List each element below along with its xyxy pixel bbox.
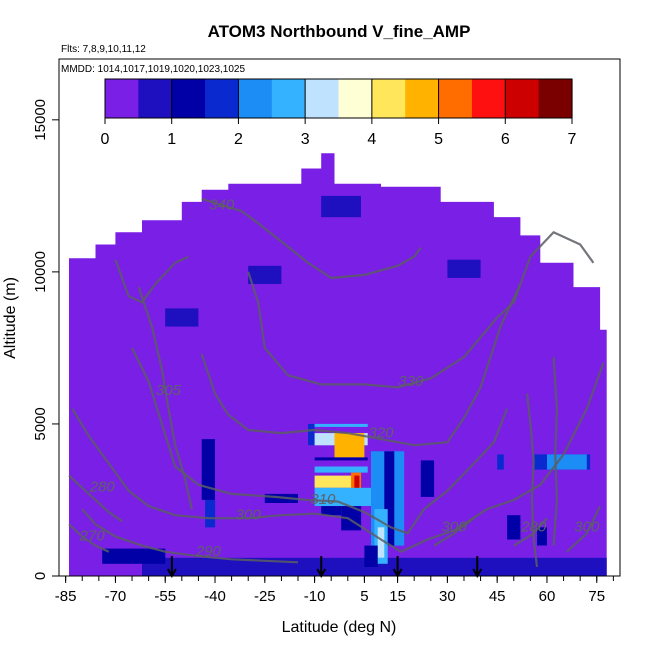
colorbar-segment bbox=[238, 79, 273, 118]
colorbar-segment bbox=[505, 79, 540, 118]
theta-contour bbox=[68, 523, 110, 553]
x-tick-label: -25 bbox=[254, 588, 276, 605]
colorbar-segment bbox=[471, 79, 506, 118]
heatmap-cell bbox=[547, 454, 587, 470]
contour-label: 300 bbox=[441, 519, 467, 536]
contour-label: 310 bbox=[310, 491, 336, 508]
colorbar-segment bbox=[171, 79, 206, 118]
colorbar-tick-label: 5 bbox=[434, 131, 443, 148]
heatmap-cell bbox=[334, 433, 365, 458]
colorbar-tick-label: 6 bbox=[501, 131, 510, 148]
heatmap-cell bbox=[201, 439, 215, 500]
heatmap-cell bbox=[447, 259, 481, 278]
x-tick-label: 75 bbox=[588, 588, 605, 605]
contour-label: 290 bbox=[195, 543, 222, 560]
contour-label: 300 bbox=[574, 519, 600, 536]
heatmap-cell bbox=[165, 308, 199, 327]
x-tick-label: -55 bbox=[154, 588, 176, 605]
colorbar-segment bbox=[138, 79, 173, 118]
colorbar-tick-label: 0 bbox=[101, 131, 110, 148]
contour-label: 320 bbox=[368, 425, 394, 442]
colorbar-segment bbox=[405, 79, 440, 118]
heatmap-cell bbox=[497, 454, 504, 470]
heatmap-cell bbox=[102, 548, 166, 564]
colorbar-segment bbox=[205, 79, 240, 118]
x-tick-label: -85 bbox=[55, 588, 77, 605]
colorbar-segment bbox=[438, 79, 473, 118]
x-axis-label: Latitude (deg N) bbox=[282, 619, 397, 636]
contour-label: 340 bbox=[209, 197, 235, 214]
x-axis: -85 -70 -55 -40 -25 -10 5 15 30 45 60 75 bbox=[55, 576, 614, 605]
x-tick-label: 30 bbox=[439, 588, 456, 605]
y-tick-label: 10000 bbox=[32, 251, 49, 293]
theta-contour bbox=[566, 505, 602, 553]
theta-contour bbox=[68, 474, 123, 523]
theta-contour bbox=[114, 255, 189, 304]
contour-label: 330 bbox=[398, 373, 424, 390]
heatmap-cell bbox=[314, 457, 368, 461]
x-tick-label: 60 bbox=[539, 588, 556, 605]
contour-label: 270 bbox=[79, 528, 106, 545]
y-tick-label: 5000 bbox=[32, 407, 49, 440]
colorbar-tick-label: 4 bbox=[367, 131, 376, 148]
theta-contour bbox=[552, 356, 559, 546]
heatmap-cell bbox=[314, 423, 368, 427]
colorbar-tick-label: 3 bbox=[301, 131, 310, 148]
x-tick-label: 45 bbox=[489, 588, 506, 605]
contour-label: 305 bbox=[156, 382, 182, 399]
x-tick-label: -70 bbox=[105, 588, 127, 605]
colorbar-segment bbox=[338, 79, 373, 118]
x-tick-label: -10 bbox=[304, 588, 326, 605]
colorbar-tick-label: 1 bbox=[167, 131, 176, 148]
y-tick-label: 15000 bbox=[32, 99, 49, 141]
theta-contour bbox=[433, 517, 475, 547]
colorbar-tick-label: 2 bbox=[234, 131, 243, 148]
y-axis-label: Altitude (m) bbox=[2, 277, 19, 359]
heatmap-cell bbox=[308, 423, 315, 446]
heatmap-layer bbox=[69, 153, 607, 577]
colorbar-segment bbox=[271, 79, 306, 118]
chart-title: ATOM3 Northbound V_fine_AMP bbox=[208, 22, 471, 41]
heatmap-cell bbox=[142, 557, 607, 576]
theta-contour bbox=[81, 508, 299, 564]
colorbar-segment bbox=[305, 79, 340, 118]
flight-arrows bbox=[166, 556, 483, 579]
heatmap-cell bbox=[377, 527, 385, 558]
x-tick-label: -40 bbox=[204, 588, 226, 605]
heatmap-cell bbox=[205, 500, 216, 528]
heatmap-cell bbox=[364, 545, 378, 567]
heatmap-cell bbox=[384, 451, 395, 546]
theta-contour bbox=[201, 197, 422, 280]
y-tick-label: 0 bbox=[32, 572, 49, 580]
heatmap-cell bbox=[314, 475, 355, 488]
heatmap-cell bbox=[354, 475, 360, 494]
colorbar-segment bbox=[371, 79, 406, 118]
y-axis: 0 5000 10000 15000 bbox=[32, 99, 59, 580]
theta-contour bbox=[247, 231, 595, 389]
heatmap-cell bbox=[507, 515, 521, 540]
contour-label: 300 bbox=[236, 506, 262, 523]
heatmap-cell bbox=[321, 506, 342, 516]
heatmap-cell bbox=[537, 527, 547, 546]
contour-label: 280 bbox=[89, 479, 116, 496]
colorbar-tick-label: 7 bbox=[568, 131, 577, 148]
heatmap-cell bbox=[420, 460, 435, 497]
x-tick-label: 15 bbox=[389, 588, 406, 605]
dates-subtitle: MMDD: 1014,1017,1019,1020,1023,1025 bbox=[61, 64, 245, 75]
colorbar-segment bbox=[105, 79, 139, 118]
theta-contour bbox=[200, 283, 522, 447]
heatmap-cell bbox=[321, 195, 361, 218]
theta-contour bbox=[526, 393, 539, 568]
colorbar: 0 1 2 3 4 5 6 7 bbox=[101, 78, 577, 148]
theta-contour bbox=[137, 286, 193, 510]
theta-contour bbox=[131, 347, 509, 535]
heatmap-cell bbox=[314, 466, 368, 473]
x-tick-label: 5 bbox=[360, 588, 368, 605]
heatmap-cell bbox=[248, 265, 282, 284]
plot-frame bbox=[58, 58, 621, 577]
flights-subtitle: Flts: 7,8,9,10,11,12 bbox=[61, 44, 146, 55]
colorbar-segment bbox=[538, 79, 573, 118]
